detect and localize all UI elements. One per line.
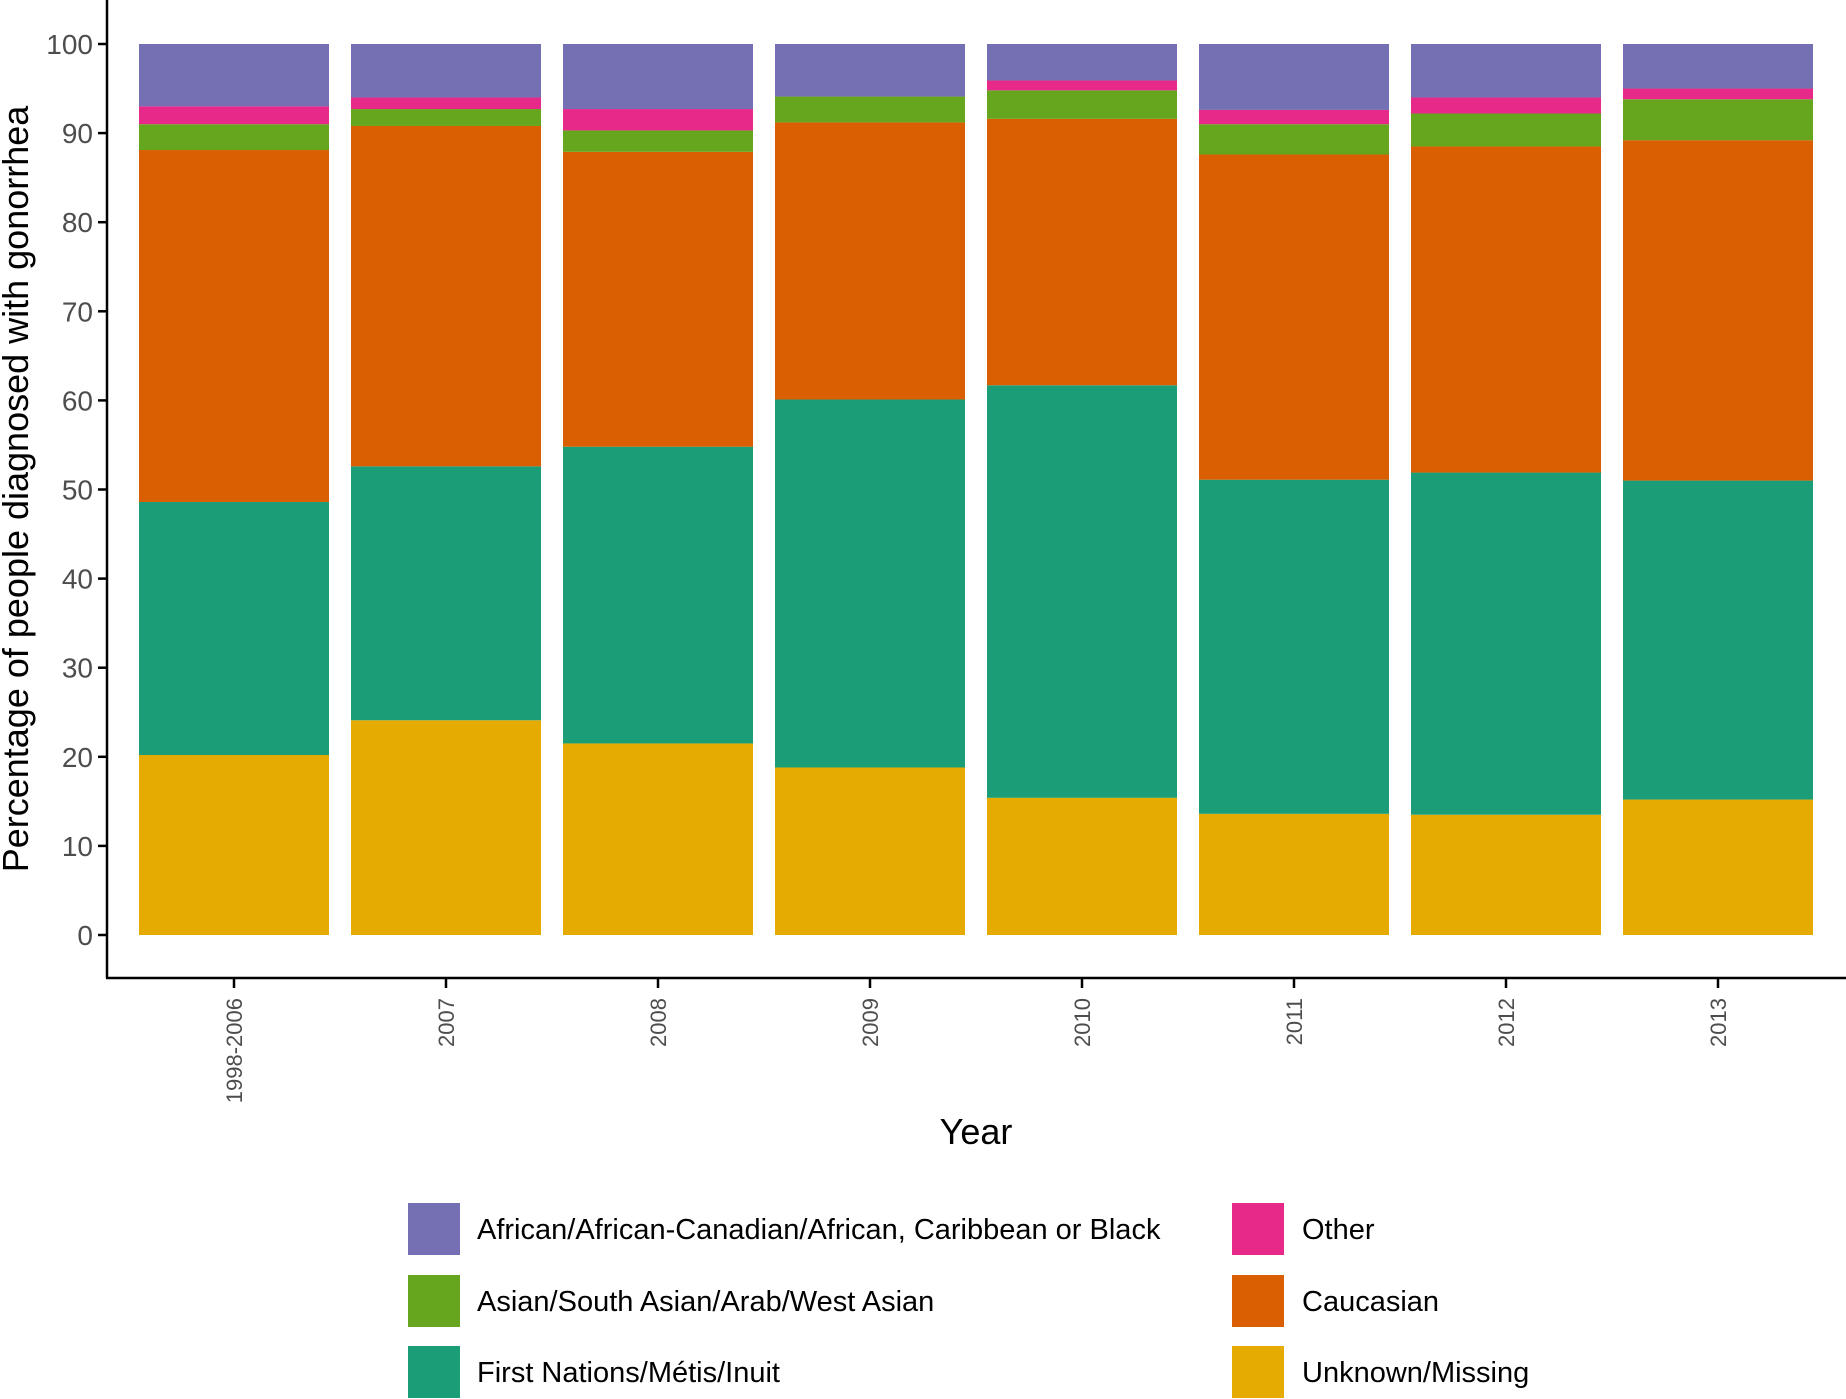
bar-stack-2007 [351, 44, 541, 935]
bar-segment [987, 385, 1177, 798]
bar-segment [563, 743, 753, 935]
bar-segment [139, 755, 329, 935]
y-tick-label: 0 [77, 920, 93, 951]
bar-segment [987, 90, 1177, 119]
bars-layer [139, 44, 1813, 935]
legend-item: Caucasian [1232, 1275, 1439, 1327]
x-tick-label: 2009 [858, 998, 883, 1047]
legend-swatch [1232, 1203, 1284, 1255]
legend-swatch [1232, 1346, 1284, 1398]
bar-segment [139, 106, 329, 125]
x-axis-title: Year [940, 1111, 1013, 1152]
legend-swatch [408, 1346, 460, 1398]
bar-segment [1623, 99, 1813, 141]
bar-segment [1199, 124, 1389, 155]
bar-segment [775, 767, 965, 935]
x-tick-label: 2011 [1282, 998, 1307, 1045]
bar-segment [1623, 480, 1813, 800]
x-tick-label: 2010 [1070, 998, 1095, 1047]
bar-segment [1411, 814, 1601, 935]
legend-item: Unknown/Missing [1232, 1346, 1529, 1398]
bar-segment [1623, 140, 1813, 481]
bar-segment [351, 109, 541, 126]
y-tick-label: 40 [62, 564, 93, 595]
legend-label: Other [1302, 1214, 1375, 1246]
x-tick-label: 2007 [434, 998, 459, 1047]
bar-stack-2008 [563, 44, 753, 935]
legend-item: Other [1232, 1203, 1375, 1255]
bar-segment [775, 96, 965, 123]
bar-segment [775, 44, 965, 97]
bar-stack-2010 [987, 44, 1177, 935]
x-ticks: 1998-2006 2007 2008 2009 2010 2011 2012 2013 [222, 978, 1731, 1103]
y-axis-title: Percentage of people diagnosed with gono… [0, 105, 36, 873]
bar-stack-2013 [1623, 44, 1813, 935]
bar-segment [351, 44, 541, 98]
x-tick-label: 2008 [646, 998, 671, 1047]
bar-segment [987, 797, 1177, 935]
y-tick-label: 60 [62, 385, 93, 416]
bar-segment [563, 44, 753, 110]
x-tick-label: 1998-2006 [222, 998, 247, 1103]
bar-segment [351, 125, 541, 467]
bar-segment [351, 97, 541, 110]
bar-segment [139, 501, 329, 756]
legend-label: Asian/South Asian/Arab/West Asian [477, 1286, 934, 1318]
legend-swatch [408, 1275, 460, 1327]
bar-stack-2011 [1199, 44, 1389, 935]
bar-segment [987, 118, 1177, 386]
bar-segment [1199, 44, 1389, 110]
bar-segment [1623, 799, 1813, 935]
bar-stack-2012 [1411, 44, 1601, 935]
x-tick-label: 2013 [1706, 998, 1731, 1047]
legend-label: Unknown/Missing [1302, 1357, 1529, 1389]
bar-segment [987, 44, 1177, 81]
bar-segment [1199, 109, 1389, 125]
bar-segment [563, 130, 753, 152]
bar-segment [1411, 146, 1601, 473]
legend-swatch [1232, 1275, 1284, 1327]
bar-segment [563, 109, 753, 131]
legend-item: First Nations/Métis/Inuit [408, 1346, 780, 1398]
legend-label: Caucasian [1302, 1286, 1439, 1318]
y-tick-label: 10 [62, 831, 93, 862]
bar-segment [139, 150, 329, 502]
bar-segment [1199, 479, 1389, 814]
legend-label: First Nations/Métis/Inuit [477, 1357, 780, 1389]
bar-segment [1411, 472, 1601, 815]
legend-label: African/African-Canadian/African, Caribb… [477, 1214, 1161, 1246]
bar-stack-2009 [775, 44, 965, 935]
legend-item: Asian/South Asian/Arab/West Asian [408, 1275, 934, 1327]
y-tick-label: 80 [62, 207, 93, 238]
bar-segment [1623, 88, 1813, 100]
bar-stack-1998-2006 [139, 44, 329, 935]
bar-segment [139, 124, 329, 151]
bar-segment [563, 446, 753, 744]
y-tick-label: 100 [46, 29, 93, 60]
bar-segment [775, 399, 965, 768]
bar-segment [351, 720, 541, 935]
legend-swatch [408, 1203, 460, 1255]
bar-segment [1623, 44, 1813, 89]
bar-segment [1199, 154, 1389, 480]
y-tick-label: 30 [62, 653, 93, 684]
x-tick-label: 2012 [1494, 998, 1519, 1047]
bar-segment [351, 466, 541, 721]
y-tick-label: 90 [62, 118, 93, 149]
bar-segment [1411, 97, 1601, 114]
y-tick-label: 70 [62, 296, 93, 327]
bar-segment [775, 122, 965, 400]
y-tick-label: 50 [62, 475, 93, 506]
y-tick-label: 20 [62, 742, 93, 773]
legend-item: African/African-Canadian/African, Caribb… [408, 1203, 1161, 1255]
bar-segment [563, 151, 753, 447]
bar-segment [139, 44, 329, 107]
bar-segment [1199, 813, 1389, 935]
bar-segment [1411, 113, 1601, 147]
y-ticks: 0 10 20 30 40 50 60 70 80 90 100 [46, 29, 107, 951]
bar-segment [987, 80, 1177, 91]
legend: African/African-Canadian/African, Caribb… [408, 1203, 1529, 1398]
bar-segment [1411, 44, 1601, 98]
